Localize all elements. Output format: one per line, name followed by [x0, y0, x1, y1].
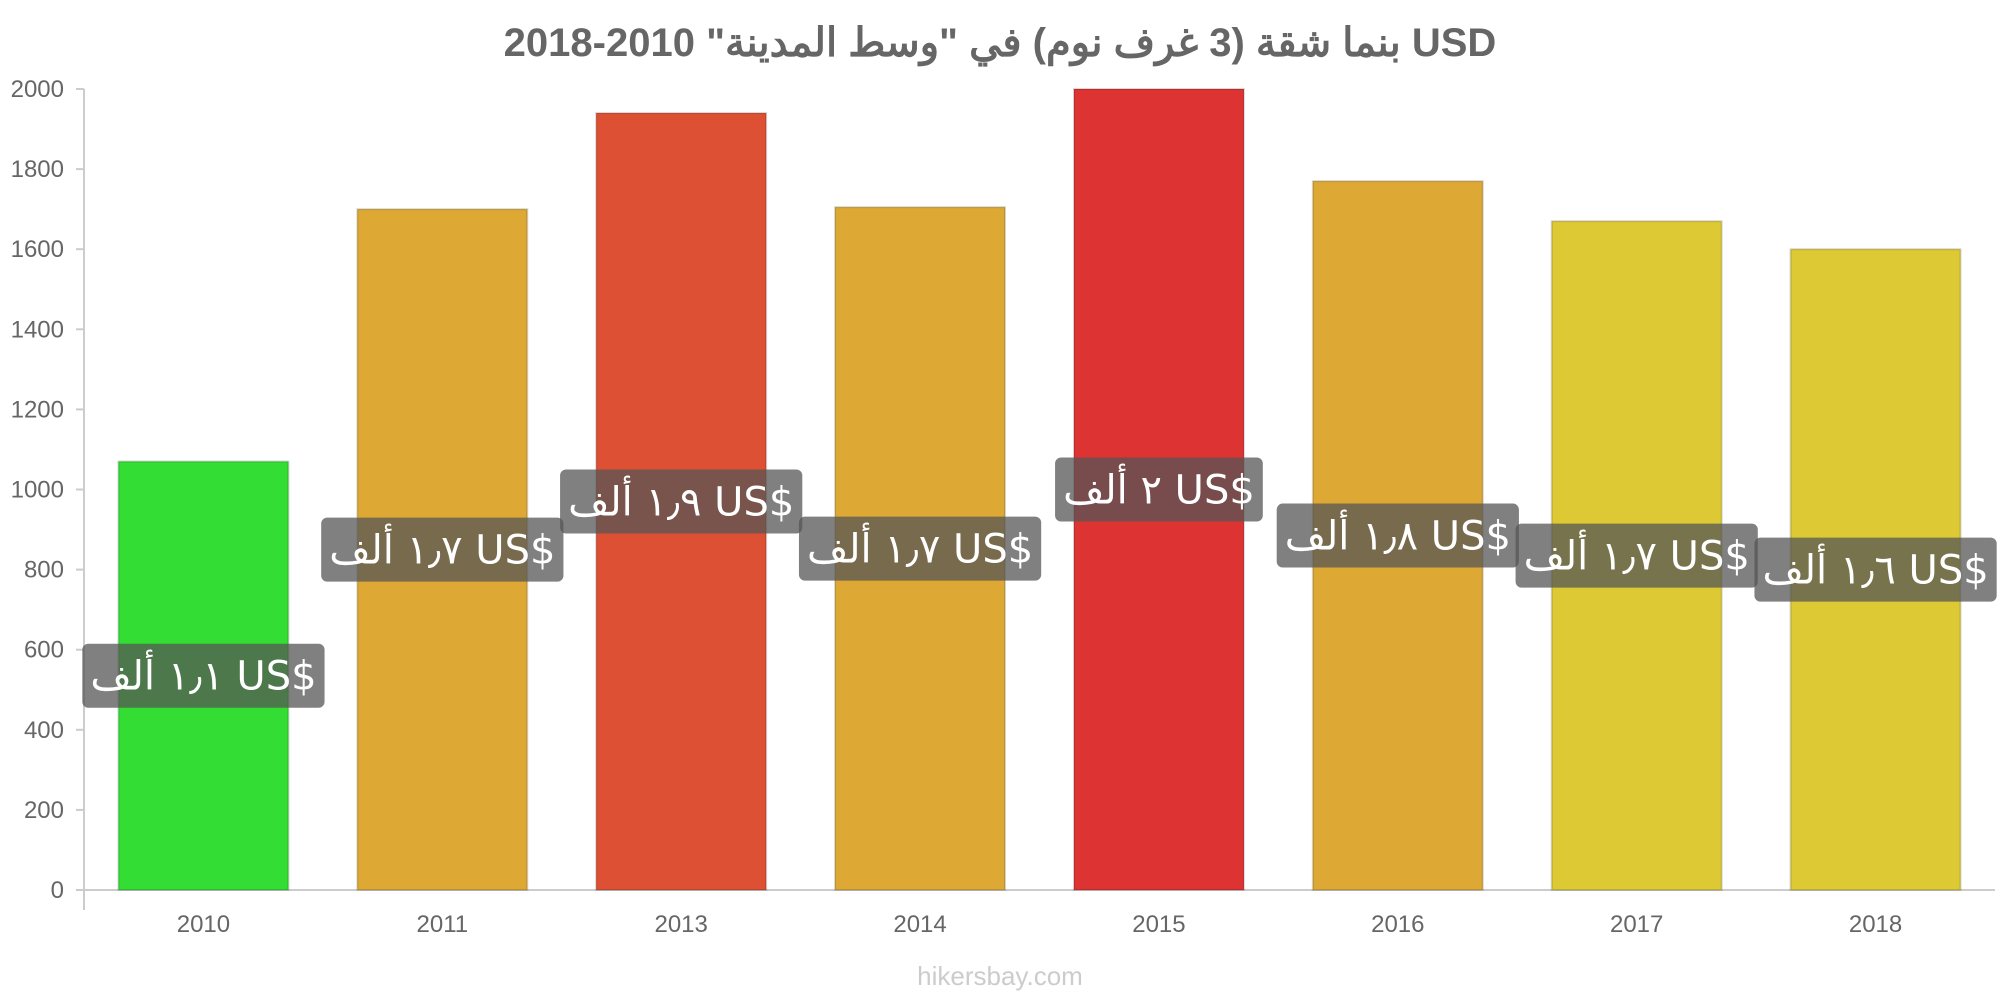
- y-tick-label: 1400: [11, 316, 64, 343]
- value-label-text: ١٫٩ ألف US$: [568, 476, 794, 526]
- value-label-text: ٢ ألف US$: [1063, 464, 1255, 514]
- value-label-text: ١٫١ ألف US$: [90, 650, 316, 700]
- value-label-box: [82, 643, 325, 708]
- value-label-text: ١٫٧ ألف US$: [807, 523, 1033, 573]
- y-tick-label: 2000: [11, 76, 64, 103]
- y-tick-label: 1200: [11, 396, 64, 423]
- x-tick-label: 2015: [1132, 911, 1185, 938]
- watermark: hikersbay.com: [917, 961, 1083, 991]
- value-label-text: ١٫٧ ألف US$: [329, 524, 555, 574]
- value-label: ١٫٩ ألف US$: [560, 469, 803, 534]
- x-tick-label: 2010: [177, 911, 230, 938]
- value-label-box: [1515, 523, 1758, 588]
- value-label-text: ١٫٦ ألف US$: [1762, 544, 1988, 594]
- value-label-box: [798, 516, 1042, 581]
- value-label: ١٫٨ ألف US$: [1276, 503, 1519, 568]
- value-label-text: ١٫٧ ألف US$: [1524, 530, 1750, 580]
- y-tick-label: 600: [24, 637, 64, 664]
- y-tick-label: 1600: [11, 236, 64, 263]
- y-tick-label: 400: [24, 717, 64, 744]
- value-label-box: [1754, 537, 1997, 602]
- x-tick-label: 2016: [1371, 911, 1424, 938]
- x-axis-labels: 2010 2011 2013 2014 2015 2016 2017 2018: [177, 911, 1903, 938]
- bars: [117, 88, 1962, 892]
- value-label: ١٫٦ ألف US$: [1754, 537, 1997, 602]
- value-label-box: [321, 517, 564, 582]
- x-tick-label: 2017: [1610, 911, 1663, 938]
- x-tick-label: 2011: [417, 911, 469, 938]
- y-tick-label: 800: [24, 557, 64, 584]
- value-label: ١٫٧ ألف US$: [798, 516, 1042, 581]
- x-tick-label: 2014: [893, 911, 946, 938]
- y-tick-label: 0: [51, 877, 64, 904]
- value-label-text: ١٫٨ ألف US$: [1285, 510, 1511, 560]
- chart-title: بنما شقة (3 غرف نوم) في "وسط المدينة" 20…: [504, 21, 1497, 67]
- y-tick-label: 1800: [11, 156, 64, 183]
- value-label-box: [560, 469, 803, 534]
- value-label-box: [1055, 457, 1263, 522]
- x-tick-label: 2013: [654, 911, 707, 938]
- y-tick-label: 200: [24, 797, 64, 824]
- value-label: ١٫٧ ألف US$: [321, 517, 564, 582]
- value-label: ١٫٧ ألف US$: [1515, 523, 1758, 588]
- value-label: ١٫١ ألف US$: [82, 643, 325, 708]
- y-tick-label: 1000: [11, 477, 64, 504]
- value-label: ٢ ألف US$: [1055, 457, 1263, 522]
- x-tick-label: 2018: [1849, 911, 1902, 938]
- value-label-box: [1276, 503, 1519, 568]
- value-labels: ١٫١ ألف US$ ١٫٧ ألف US$ ١٫٩ ألف US$ ١٫٧ ألف…: [82, 457, 1997, 708]
